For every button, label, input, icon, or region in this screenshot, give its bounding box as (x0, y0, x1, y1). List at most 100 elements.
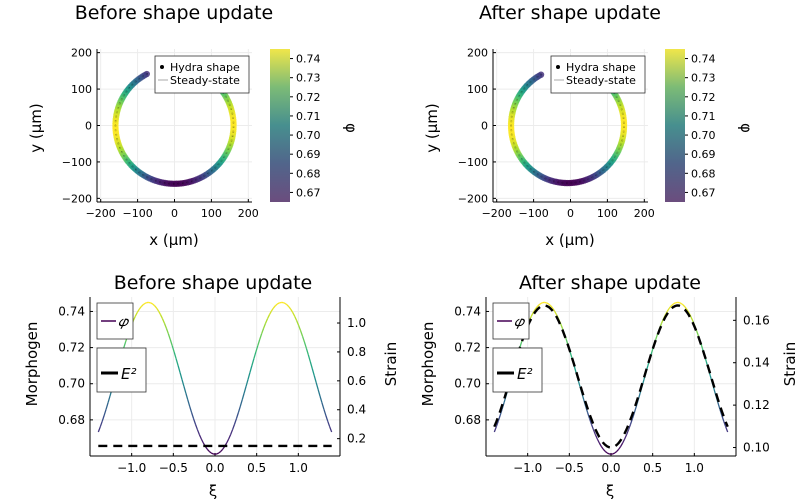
y-tick-label: 200 (467, 47, 488, 60)
legend-marker-hydra (556, 65, 560, 69)
phi-segment (279, 301, 282, 304)
x-tick-label: −1.0 (117, 461, 146, 475)
y2-tick-label: 0.4 (347, 403, 366, 417)
panel-profile-after: After shape update −1.0 −0.5 0.0 0.5 1.0 0.74… (419, 272, 799, 500)
colorbar-tick-label: 0.74 (691, 53, 716, 66)
phi-segment (144, 301, 148, 304)
phi-segment (569, 351, 573, 359)
phi-segment (286, 304, 290, 308)
x-tick-label: −1.0 (513, 461, 542, 475)
y2-axis-label: Strain (781, 342, 799, 386)
x-tick-label: 100 (597, 207, 618, 220)
phi-segment (187, 399, 191, 407)
phi-segment (161, 318, 166, 324)
phi-segment (255, 345, 259, 353)
phi-segment (101, 415, 105, 422)
phi-segment (305, 348, 309, 356)
phi-segment (183, 386, 187, 394)
y-axis-label: y (μm) (27, 103, 45, 153)
phi-segment (618, 445, 622, 450)
phi-segment (600, 445, 604, 450)
phi-segment (540, 301, 544, 304)
phi-segment (177, 365, 181, 373)
phi-segment (554, 310, 558, 315)
y-tick-label: 100 (467, 83, 488, 96)
phi-segment (288, 306, 292, 310)
legend-label-hydra: Hydra shape (170, 61, 240, 74)
phi-segment (239, 399, 243, 407)
y-tick-label: 0.74 (58, 304, 85, 318)
phi-segment (247, 372, 251, 380)
colorbar: 0.74 0.73 0.72 0.71 0.70 0.69 0.68 0.67 φ (665, 49, 755, 202)
phi-segment (251, 358, 255, 366)
phi-segment (319, 395, 323, 403)
y-tick-label: −200 (458, 192, 488, 205)
panel-shape-after: After shape update −200 −100 0 100 200 200 100… (423, 2, 755, 249)
phi-segment (276, 302, 280, 305)
y2-tick-label: 0.10 (743, 441, 770, 455)
phi-segment (548, 303, 552, 307)
phi-segment (210, 452, 214, 455)
y2-axis-label: Strain (382, 342, 400, 386)
y-tick-label: 0.72 (58, 341, 85, 355)
colorbar-tick-label: 0.72 (691, 91, 716, 104)
legend-label-e2: E² (121, 365, 137, 383)
x-tick-label: −200 (86, 207, 116, 220)
colorbar-tick-label: 0.67 (691, 186, 716, 199)
y-tick-label: 0.74 (454, 304, 481, 318)
phi-segment (196, 429, 201, 435)
phi-segment (208, 450, 212, 454)
phi-segment (327, 421, 331, 428)
phi-segment (315, 382, 319, 390)
phi-segment (259, 333, 263, 340)
phi-segment (171, 345, 175, 353)
phi-segment (229, 429, 234, 435)
phi-segment (670, 303, 674, 307)
phi-segment (301, 335, 306, 343)
x-tick-label: 200 (238, 207, 259, 220)
phi-segment (592, 429, 597, 435)
phi-segment (587, 412, 591, 419)
phi-segment (633, 406, 637, 413)
phi-segment (136, 309, 140, 313)
phi-segment (666, 307, 670, 312)
e2-line (493, 304, 729, 449)
phi-segment (282, 301, 286, 304)
y-axis-label: y (μm) (423, 103, 441, 153)
y2-tick-label: 1.0 (347, 316, 366, 330)
y-tick-label: 0.68 (58, 413, 85, 427)
legend: 𝜑 E² (492, 302, 543, 393)
legend-box (154, 55, 250, 94)
x-tick-label: 1.0 (289, 461, 308, 475)
y-axis-label: Morphogen (419, 322, 437, 407)
phi-segment (552, 307, 556, 312)
phi-segment (231, 424, 236, 431)
phi-segment (189, 406, 193, 413)
phi-segment (261, 328, 265, 334)
colorbar-tick-label: 0.73 (296, 72, 321, 85)
phi-segment (672, 302, 676, 305)
phi-segment (179, 372, 183, 380)
phi-segment (723, 421, 727, 428)
colorbar-ticks: 0.74 0.73 0.72 0.71 0.70 0.69 0.68 0.67 (685, 53, 716, 199)
phi-segment (138, 306, 142, 310)
x-axis-label: ξ (606, 482, 614, 500)
phi-segment (298, 325, 302, 331)
legend-label-steady: Steady-state (566, 74, 636, 87)
x-tick-label: −100 (122, 207, 152, 220)
phi-segment (602, 448, 606, 452)
phi-segment (206, 448, 210, 452)
phi-segment (550, 305, 554, 309)
title: After shape update (519, 272, 701, 294)
phi-segment (156, 307, 160, 312)
phi-segment (159, 314, 164, 319)
phi-segment (655, 333, 659, 340)
y2-tick-label: 0.2 (347, 432, 366, 446)
colorbar-gradient (665, 49, 685, 202)
phi-segment (163, 323, 167, 329)
y-tick-label: 0.68 (454, 413, 481, 427)
y2-tick-label: 0.14 (743, 356, 770, 370)
x-tick-label: 100 (201, 207, 222, 220)
phi-segment (309, 361, 313, 369)
phi-segment (546, 302, 550, 305)
